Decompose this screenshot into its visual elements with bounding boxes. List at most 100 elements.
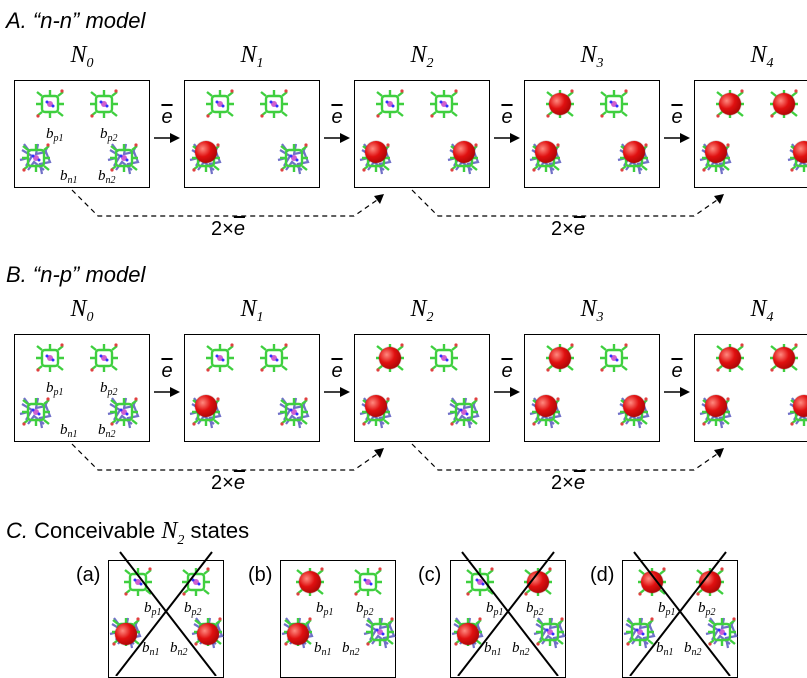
- row-b-jump-arrowhead-0: [374, 448, 384, 458]
- row-a-box-1-heme-n2: [276, 140, 312, 176]
- case-box-2-heme-p1: [462, 564, 498, 600]
- case-box-2-heme-n2: [532, 614, 568, 650]
- row-b-step-label-1: e: [331, 360, 342, 383]
- row-b-box-4-electron-p2: [773, 347, 795, 369]
- case-box-3-electron-p1: [641, 571, 663, 593]
- case-box-0-electron-n1: [115, 623, 137, 645]
- row-b-box-4-electron-p1: [719, 347, 741, 369]
- row-b-box-0-heme-p1: [32, 340, 68, 376]
- row-b-step-label-0: e: [161, 360, 172, 383]
- row-a-box-3-electron-p1: [549, 93, 571, 115]
- row-b-box-1-heme-p2: [256, 340, 292, 376]
- row-a-n-label-3: N3: [580, 42, 603, 72]
- case-box-1-electron-p1: [299, 571, 321, 593]
- row-a-box-4-electron-p2: [773, 93, 795, 115]
- case-box-2-label-bp1: bp1: [486, 600, 504, 618]
- row-a-box-1-electron-n1: [195, 141, 217, 163]
- case-box-1-label-bn2: bn2: [342, 640, 360, 658]
- row-b-box-3-electron-p1: [549, 347, 571, 369]
- row-a-box-4-electron-n1: [705, 141, 727, 163]
- row-b-box-2-electron-p1: [379, 347, 401, 369]
- row-a-box-0-label-bn2: bn2: [98, 168, 116, 186]
- row-a-box-3-electron-n2: [623, 141, 645, 163]
- case-label-0: (a): [76, 564, 100, 587]
- row-a-box-2-electron-n2: [453, 141, 475, 163]
- row-b-n-label-4: N4: [750, 296, 773, 326]
- case-box-3-label-bp2: bp2: [698, 600, 716, 618]
- row-a-box-3-electron-n1: [535, 141, 557, 163]
- row-a-n-label-4: N4: [750, 42, 773, 72]
- row-a-box-2-heme-p2: [426, 86, 462, 122]
- row-b-step-arrowhead-0: [170, 387, 180, 397]
- row-b-box-4-electron-n1: [705, 395, 727, 417]
- case-label-2: (c): [418, 564, 441, 587]
- row-b-step-label-2: e: [501, 360, 512, 383]
- row-a-jump-label-0: 2×e: [211, 218, 245, 241]
- row-a-step-arrowhead-3: [680, 133, 690, 143]
- case-box-3-label-bn2: bn2: [684, 640, 702, 658]
- row-b-box-0-label-bn2: bn2: [98, 422, 116, 440]
- row-b-jump-label-0: 2×e: [211, 472, 245, 495]
- row-b-step-arrowhead-3: [680, 387, 690, 397]
- case-box-3-label-bn1: bn1: [656, 640, 674, 658]
- row-b-box-0-heme-p2: [86, 340, 122, 376]
- row-a-box-3-heme-p2: [596, 86, 632, 122]
- row-b-box-3-electron-n1: [535, 395, 557, 417]
- row-a-step-label-0: e: [161, 106, 172, 129]
- case-box-3-label-bp1: bp1: [658, 600, 676, 618]
- row-a-box-2-heme-p1: [372, 86, 408, 122]
- case-label-1: (b): [248, 564, 272, 587]
- case-box-1-label-bp1: bp1: [316, 600, 334, 618]
- case-box-0-electron-n2: [197, 623, 219, 645]
- row-a-step-arrowhead-2: [510, 133, 520, 143]
- row-a-jump-line-0: [72, 190, 380, 216]
- row-b-jump-arrowhead-1: [714, 448, 724, 458]
- row-a-box-1-heme-p2: [256, 86, 292, 122]
- case-box-1-label-bp2: bp2: [356, 600, 374, 618]
- case-box-1-heme-n2: [362, 614, 398, 650]
- row-b-box-2-heme-p2: [426, 340, 462, 376]
- row-a-n-label-2: N2: [410, 42, 433, 72]
- row-b-step-arrowhead-1: [340, 387, 350, 397]
- section-c-title: C. Conceivable N2 states: [6, 518, 249, 549]
- case-box-0-heme-p1: [120, 564, 156, 600]
- row-b-box-0-label-bn1: bn1: [60, 422, 78, 440]
- case-box-3-heme-n2: [704, 614, 740, 650]
- row-a-box-2-electron-n1: [365, 141, 387, 163]
- case-box-1-heme-p2: [350, 564, 386, 600]
- row-b-box-0-label-bp2: bp2: [100, 380, 118, 398]
- case-box-2-label-bn2: bn2: [512, 640, 530, 658]
- row-a-box-0-heme-p2: [86, 86, 122, 122]
- case-box-0-label-bn2: bn2: [170, 640, 188, 658]
- row-a-n-label-0: N0: [70, 42, 93, 72]
- row-b-jump-line-0: [72, 444, 380, 470]
- row-a-step-arrowhead-0: [170, 133, 180, 143]
- case-box-2-electron-p2: [527, 571, 549, 593]
- row-a-step-label-3: e: [671, 106, 682, 129]
- case-box-0-label-bn1: bn1: [142, 640, 160, 658]
- row-b-n-label-2: N2: [410, 296, 433, 326]
- row-b-step-arrowhead-2: [510, 387, 520, 397]
- row-b-box-1-electron-n1: [195, 395, 217, 417]
- row-a-jump-arrowhead-1: [714, 194, 724, 204]
- row-b-box-0-heme-n1: [18, 394, 54, 430]
- row-b-box-2-electron-n1: [365, 395, 387, 417]
- row-a-jump-line-1: [412, 190, 720, 216]
- row-a-box-0-label-bn1: bn1: [60, 168, 78, 186]
- row-b-n-label-0: N0: [70, 296, 93, 326]
- row-a-jump-arrowhead-0: [374, 194, 384, 204]
- case-box-2-electron-n1: [457, 623, 479, 645]
- row-a-jump-label-1: 2×e: [551, 218, 585, 241]
- row-b-box-1-heme-p1: [202, 340, 238, 376]
- row-b-box-3-heme-p2: [596, 340, 632, 376]
- row-b-jump-label-1: 2×e: [551, 472, 585, 495]
- case-box-0-heme-p2: [178, 564, 214, 600]
- section-a-title: A. “n-n” model: [6, 8, 145, 34]
- row-a-step-label-1: e: [331, 106, 342, 129]
- row-a-box-4-electron-p1: [719, 93, 741, 115]
- row-a-box-1-heme-p1: [202, 86, 238, 122]
- row-a-step-label-2: e: [501, 106, 512, 129]
- case-box-3-electron-p2: [699, 571, 721, 593]
- row-b-n-label-3: N3: [580, 296, 603, 326]
- row-b-box-3-electron-n2: [623, 395, 645, 417]
